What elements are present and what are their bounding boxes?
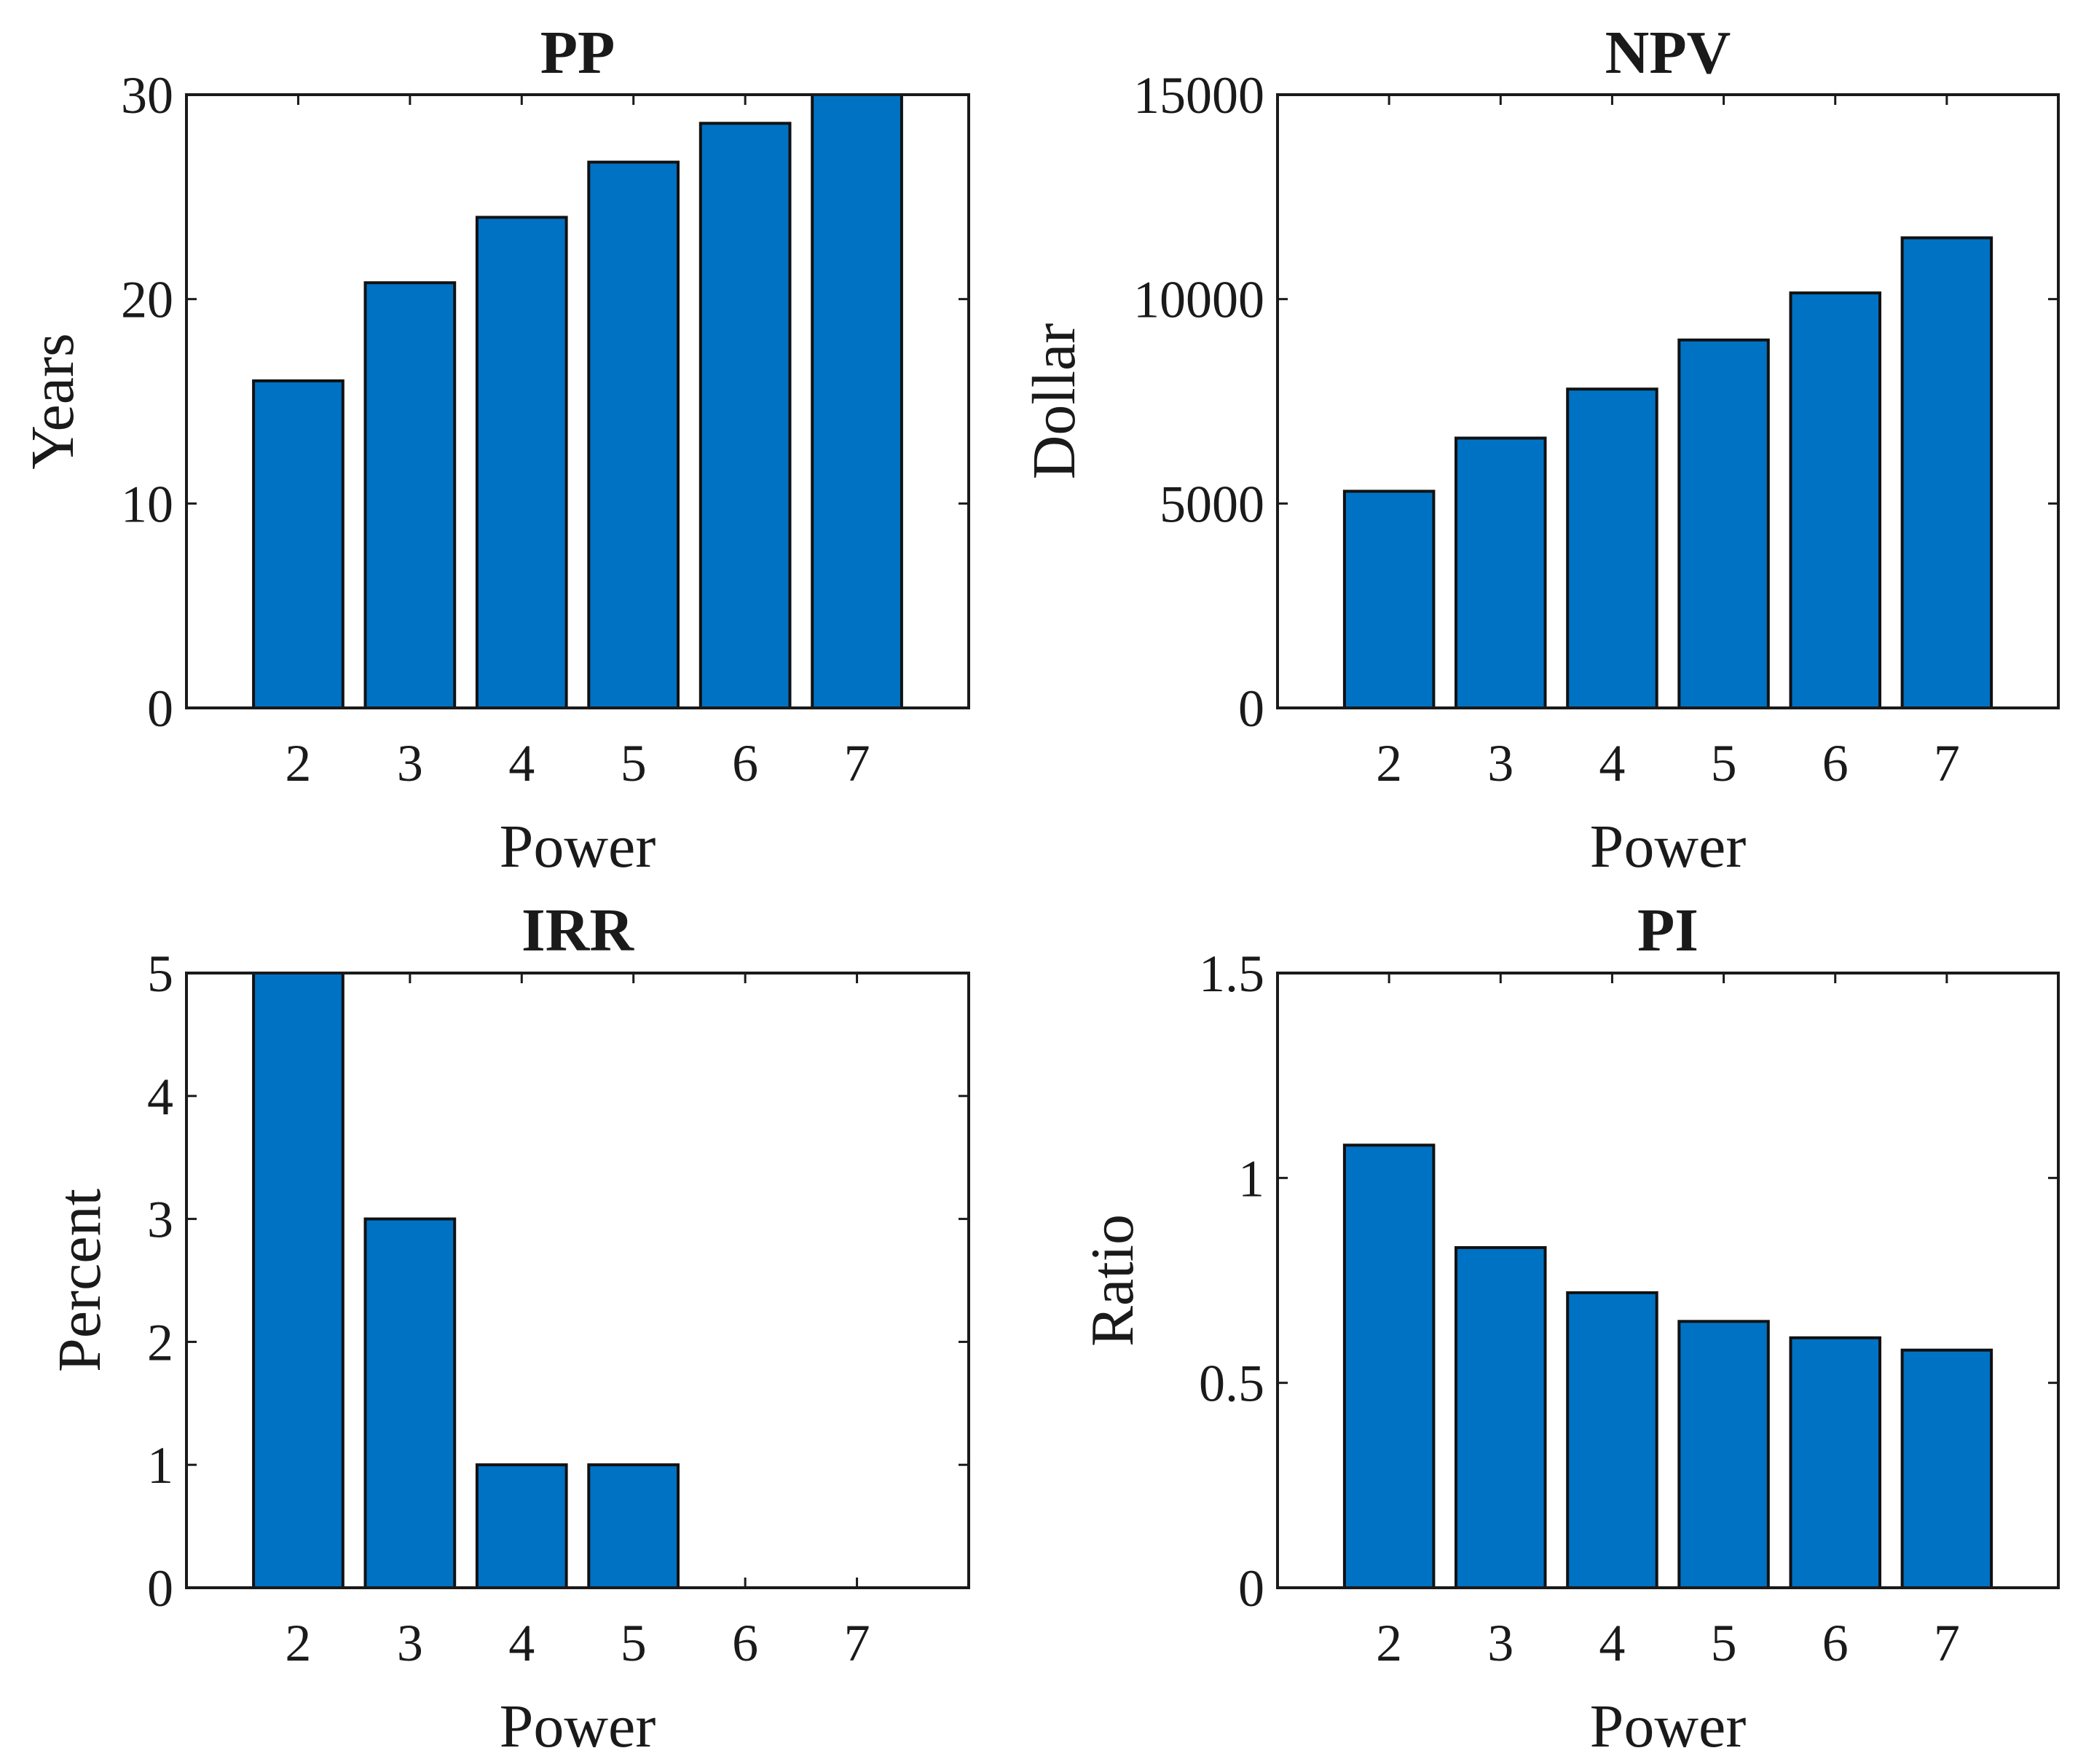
bar-7 <box>811 93 903 709</box>
bar-series <box>1342 1143 1993 1590</box>
bar-2 <box>252 379 345 710</box>
x-axis-label: Power <box>500 813 656 881</box>
x-axis-label: Power <box>1590 1693 1747 1760</box>
x-tick-label: 4 <box>508 1614 535 1672</box>
x-axis-label: Power <box>1590 813 1747 881</box>
chart-panel-npv: NPV 0 5000 10000 15000 2 3 4 5 6 7 Power Dollar <box>1020 19 2060 881</box>
y-tick-label: 0 <box>147 1559 173 1618</box>
y-axis-label: Percent <box>46 1189 114 1372</box>
y-tick-label: 0 <box>147 680 173 738</box>
bar-series <box>1342 236 1993 709</box>
chart-title: NPV <box>1605 19 1731 87</box>
chart-title: IRR <box>522 897 634 964</box>
chart-panel-pp: PP 0 10 20 30 2 3 4 5 6 7 Power Years <box>19 19 970 881</box>
y-tick-labels: 0 1 2 3 4 5 <box>147 945 173 1618</box>
x-tick-label: 6 <box>732 1614 758 1672</box>
x-tick-label: 3 <box>397 1614 423 1672</box>
y-axis-label: Dollar <box>1020 323 1088 480</box>
y-tick-label: 3 <box>147 1191 173 1249</box>
y-tick-labels: 0 10 20 30 <box>121 66 173 738</box>
bar-3 <box>363 281 457 709</box>
y-tick-label: 0 <box>1238 1559 1264 1618</box>
bar-4 <box>475 1463 568 1589</box>
y-tick-labels: 0 5000 10000 15000 <box>1133 66 1264 738</box>
x-tick-label: 4 <box>508 734 535 792</box>
x-tick-label: 5 <box>1711 1614 1737 1672</box>
bar-3 <box>363 1217 457 1589</box>
x-tick-label: 6 <box>1822 1614 1849 1672</box>
bar-2 <box>1342 1143 1436 1590</box>
bar-7 <box>1900 236 1993 709</box>
x-tick-labels: 2 3 4 5 6 7 <box>1376 734 1960 792</box>
y-tick-labels: 0 0.5 1 1.5 <box>1199 945 1264 1618</box>
bar-4 <box>1566 1291 1658 1590</box>
y-tick-label: 30 <box>121 66 173 125</box>
bar-6 <box>1789 1336 1881 1590</box>
plot-frame <box>185 972 970 1589</box>
y-axis-label: Ratio <box>1079 1214 1146 1347</box>
x-tick-label: 2 <box>285 734 311 792</box>
y-tick-label: 10000 <box>1133 271 1264 329</box>
y-tick-label: 15000 <box>1133 66 1264 125</box>
y-tick-label: 0.5 <box>1199 1355 1264 1413</box>
bar-4 <box>1566 387 1658 709</box>
plot-frame <box>185 93 970 709</box>
y-tick-label: 1.5 <box>1199 945 1264 1003</box>
y-tick-label: 1 <box>147 1436 173 1495</box>
bar-5 <box>587 1463 680 1589</box>
bar-3 <box>1455 436 1547 709</box>
bar-7 <box>1900 1348 1993 1589</box>
x-tick-label: 5 <box>621 1614 647 1672</box>
bar-6 <box>1789 291 1881 709</box>
chart-title: PP <box>540 19 615 87</box>
y-tick-label: 5 <box>147 945 173 1003</box>
x-axis-label: Power <box>500 1693 656 1760</box>
y-tick-label: 4 <box>147 1068 173 1126</box>
bar-3 <box>1455 1246 1547 1589</box>
x-tick-label: 2 <box>285 1614 311 1672</box>
x-tick-labels: 2 3 4 5 6 7 <box>285 1614 870 1672</box>
y-tick-label: 20 <box>121 271 173 329</box>
bar-2 <box>252 972 345 1589</box>
x-tick-label: 5 <box>1711 734 1737 792</box>
plot-frame <box>1276 93 2060 709</box>
x-tick-label: 2 <box>1376 1614 1402 1672</box>
y-tick-label: 2 <box>147 1313 173 1371</box>
bar-5 <box>1677 1320 1770 1590</box>
x-tick-label: 7 <box>844 1614 870 1672</box>
x-tick-label: 7 <box>844 734 870 792</box>
x-tick-label: 2 <box>1376 734 1402 792</box>
plot-frame <box>1276 972 2060 1589</box>
x-tick-labels: 2 3 4 5 6 7 <box>1376 1614 1960 1672</box>
y-axis-label: Years <box>19 333 87 469</box>
bar-series <box>252 93 903 710</box>
y-tick-label: 5000 <box>1160 475 1264 533</box>
y-tick-label: 10 <box>121 475 173 533</box>
y-tick-label: 0 <box>1238 680 1264 738</box>
x-tick-label: 5 <box>621 734 647 792</box>
x-tick-label: 7 <box>1934 1614 1960 1672</box>
x-tick-label: 3 <box>1487 734 1514 792</box>
y-tick-label: 1 <box>1238 1149 1264 1208</box>
bar-5 <box>1677 338 1770 709</box>
chart-title: PI <box>1637 897 1699 964</box>
bar-series <box>252 972 680 1589</box>
x-tick-label: 6 <box>1822 734 1849 792</box>
x-tick-labels: 2 3 4 5 6 7 <box>285 734 870 792</box>
chart-panel-irr: IRR 0 1 2 3 4 5 2 3 4 5 6 7 Power Percent <box>46 897 970 1760</box>
bar-2 <box>1342 489 1436 709</box>
chart-panel-pi: PI 0 0.5 1 1.5 2 3 4 5 6 7 Power Ratio <box>1079 897 2060 1760</box>
x-tick-label: 4 <box>1599 734 1625 792</box>
x-tick-label: 3 <box>1487 1614 1514 1672</box>
x-tick-label: 6 <box>732 734 758 792</box>
x-tick-label: 7 <box>1934 734 1960 792</box>
bar-4 <box>475 216 568 709</box>
bar-6 <box>698 122 792 710</box>
x-tick-label: 4 <box>1599 1614 1625 1672</box>
x-tick-label: 3 <box>397 734 423 792</box>
bar-5 <box>587 160 680 710</box>
